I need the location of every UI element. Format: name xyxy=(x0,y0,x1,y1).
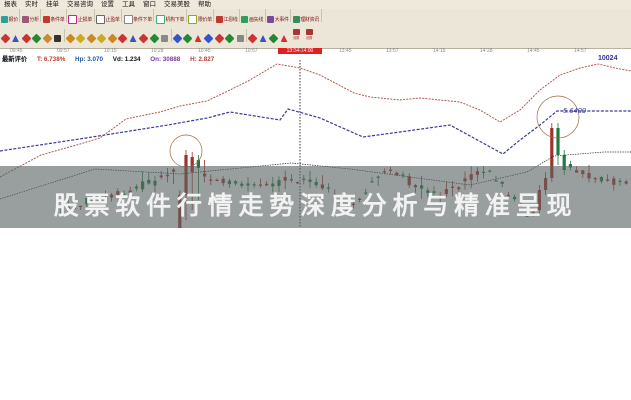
svg-text:5.6400: 5.6400 xyxy=(563,106,587,115)
